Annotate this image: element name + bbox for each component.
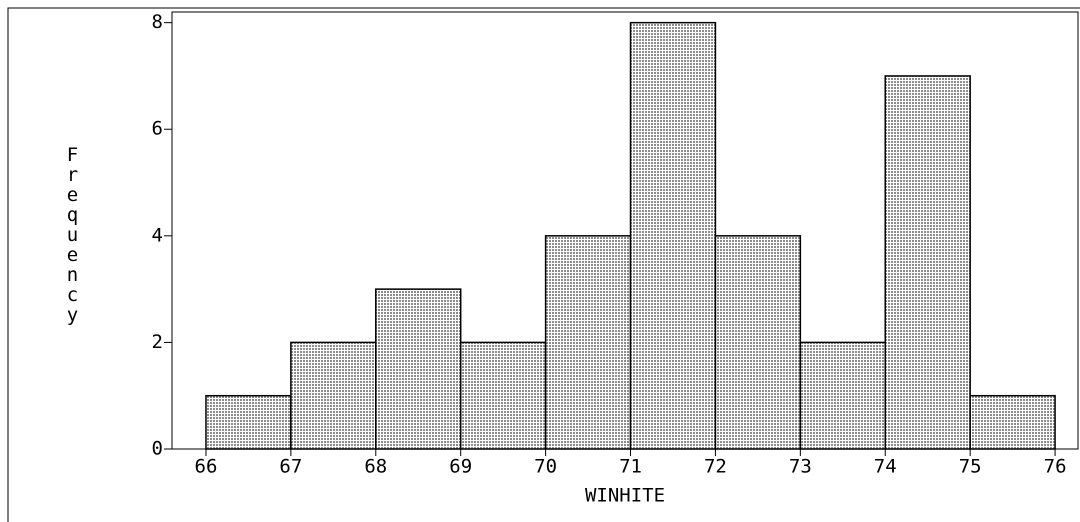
x-tick-label: 66 — [195, 456, 218, 478]
bar — [714, 235, 802, 450]
bar — [799, 341, 887, 450]
x-tick-label: 73 — [789, 456, 812, 478]
y-tick-label: 2 — [152, 331, 163, 353]
x-tick-label: 67 — [279, 456, 302, 478]
x-tick-label: 74 — [874, 456, 897, 478]
y-tick-label: 6 — [152, 118, 163, 140]
bar — [884, 75, 971, 450]
x-tick-label: 68 — [364, 456, 387, 478]
x-tick-label: 69 — [449, 456, 472, 478]
x-axis-label: WINHITE — [585, 485, 665, 507]
y-tick-label: 4 — [152, 224, 163, 246]
outer-frame — [7, 7, 1080, 522]
bar — [629, 21, 717, 450]
bar — [290, 341, 377, 450]
bar — [375, 288, 462, 450]
x-tick-label: 71 — [619, 456, 642, 478]
x-tick-label: 72 — [704, 456, 727, 478]
x-tick-label: 70 — [534, 456, 557, 478]
bar — [205, 394, 292, 450]
y-tick-label: 8 — [152, 11, 163, 33]
bar — [459, 341, 547, 450]
bar — [969, 394, 1056, 450]
y-axis-label: Frequency — [62, 144, 84, 325]
y-tick-label: 0 — [152, 438, 163, 460]
x-tick-label: 76 — [1044, 456, 1067, 478]
bar — [544, 235, 632, 450]
x-tick-label: 75 — [959, 456, 982, 478]
